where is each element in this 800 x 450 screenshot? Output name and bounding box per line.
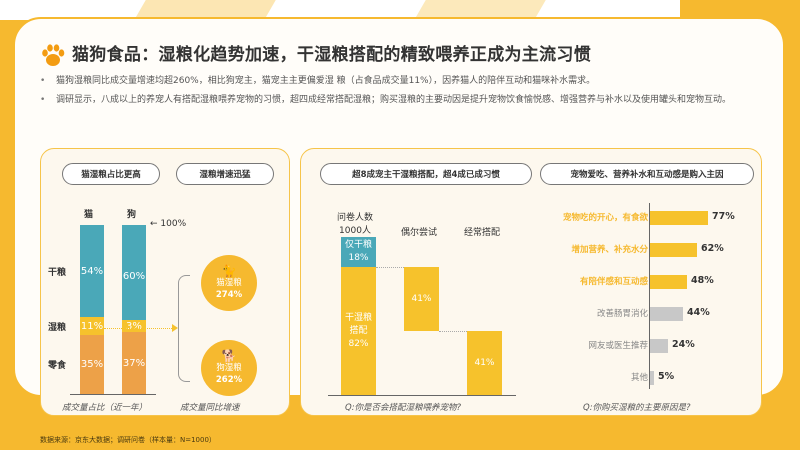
bullet-item: 猫狗湿粮同比成交量增速均超260%，相比狗宠主，猫宠主主更偏爱湿 粮（占食品成交… bbox=[40, 72, 760, 91]
bar-cat-dry: 54% bbox=[80, 225, 104, 317]
bar-dog-snack: 37% bbox=[122, 332, 146, 394]
wf-header-occasional: 偶尔尝试 bbox=[401, 228, 438, 238]
top-decoration bbox=[680, 0, 800, 20]
data-source: 数据来源：京东大数据；调研问卷（样本量：N=1000） bbox=[40, 436, 216, 444]
caption-reasons: Q:你购买湿粮的主要原因是? bbox=[583, 403, 691, 413]
row-label-wet: 湿粮 bbox=[48, 323, 67, 333]
bar-dog-wet: 3% bbox=[122, 320, 146, 332]
caption-growth: 成交量同比增速 bbox=[180, 403, 240, 413]
marker-100: ← 100% bbox=[150, 219, 187, 229]
cat-icon: 🐈 bbox=[221, 264, 237, 278]
pill-mix-habit: 超8成宠主干湿粮搭配，超4成已成习惯 bbox=[320, 163, 532, 185]
wf-bar-dry-only: 仅干粮 18% bbox=[341, 237, 376, 267]
reason-row: 其他 5% bbox=[630, 371, 675, 385]
growth-circle-cat: 🐈 猫湿粮 274% bbox=[201, 255, 257, 311]
wf-connector bbox=[376, 267, 404, 268]
col-label-dog: 狗 bbox=[127, 210, 137, 220]
caption-mix: Q:你是否会搭配湿粮喂养宠物? bbox=[345, 403, 462, 413]
summary-bullets: 猫狗湿粮同比成交量增速均超260%，相比狗宠主，猫宠主主更偏爱湿 粮（占食品成交… bbox=[40, 72, 760, 110]
bar-cat-snack: 35% bbox=[80, 335, 104, 394]
growth-circle-dog: 🐕 狗湿粮 262% bbox=[201, 340, 257, 396]
reasons-chart: 宠物吃的开心，有食欲 77% 增加营养、补充水分 62% 有陪伴感和互动感 48… bbox=[520, 203, 780, 393]
dotted-connector bbox=[104, 328, 174, 329]
reasons-axis bbox=[649, 203, 650, 389]
x-axis bbox=[70, 394, 156, 395]
caption-share: 成交量占比（近一年） bbox=[62, 403, 148, 413]
wf-header-total: 问卷人数 1000人 bbox=[337, 213, 374, 236]
col-label-cat: 猫 bbox=[84, 210, 94, 220]
wf-bar-frequent: 41% bbox=[467, 331, 502, 395]
pill-cat-wet-share: 猫湿粮占比更高 bbox=[62, 163, 160, 185]
wf-axis bbox=[328, 395, 516, 396]
wf-bar-mix: 干湿粮 搭配 82% bbox=[341, 267, 376, 395]
paw-icon bbox=[42, 44, 65, 66]
bar-cat-wet: 11% bbox=[80, 317, 104, 335]
pill-wet-growth: 湿粮增速迅猛 bbox=[176, 163, 274, 185]
row-label-dry: 干粮 bbox=[48, 268, 67, 278]
reason-row: 宠物吃的开心，有食欲 77% bbox=[562, 211, 735, 225]
dog-icon: 🐕 bbox=[221, 349, 237, 363]
arrow-icon bbox=[172, 324, 178, 332]
pill-purchase-reasons: 宠物爱吃、营养补水和互动感是购入主因 bbox=[540, 163, 754, 185]
row-label-snack: 零食 bbox=[48, 361, 67, 371]
wf-header-frequent: 经常搭配 bbox=[464, 228, 501, 238]
bullet-item: 调研显示，八成以上的养宠人有搭配湿粮喂养宠物的习惯，超四成经常搭配湿粮；购买湿粮… bbox=[40, 91, 760, 110]
reason-row: 网友或医生推荐 24% bbox=[588, 339, 695, 353]
wf-connector bbox=[439, 331, 467, 332]
bracket bbox=[178, 275, 190, 382]
reason-row: 有陪伴感和互动感 48% bbox=[579, 275, 714, 289]
reason-row: 改善肠胃消化 44% bbox=[596, 307, 710, 321]
wf-bar-occasional: 41% bbox=[404, 267, 439, 331]
page-title: 猫狗食品：湿粮化趋势加速，干湿粮搭配的精致喂养正成为主流习惯 bbox=[72, 45, 591, 65]
bar-dog-dry: 60% bbox=[122, 225, 146, 328]
reason-row: 增加营养、补充水分 62% bbox=[571, 243, 724, 257]
